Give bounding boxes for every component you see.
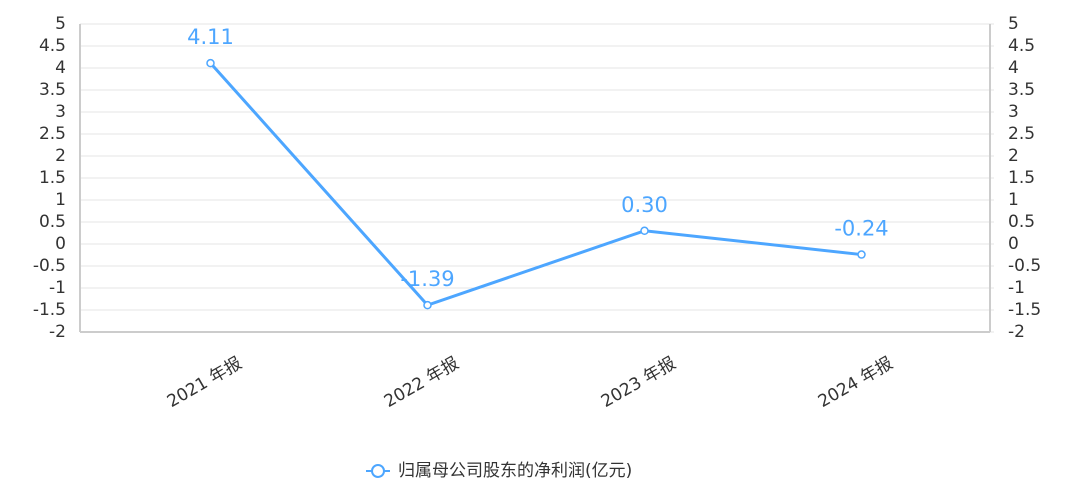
y2-tick-label: 4.5 bbox=[1008, 36, 1035, 56]
y2-tick-label: 0 bbox=[1008, 234, 1019, 254]
x-tick-label: 2024 年报 bbox=[815, 353, 897, 412]
line bbox=[209, 62, 862, 307]
y-tick-label: 0.5 bbox=[39, 212, 66, 232]
y2-tick-label: 2.5 bbox=[1008, 124, 1035, 144]
y-tick-label: 1.5 bbox=[39, 168, 66, 188]
legend-marker bbox=[371, 464, 385, 478]
y2-tick-label: 1 bbox=[1008, 190, 1019, 210]
x-tick-label: 2022 年报 bbox=[381, 353, 463, 412]
y-tick-label: -1.5 bbox=[33, 300, 66, 320]
y2-tick-label: -1 bbox=[1008, 278, 1025, 298]
y2-tick-label: 3 bbox=[1008, 102, 1019, 122]
value-label: -1.39 bbox=[400, 267, 454, 291]
y2-tick-label: 4 bbox=[1008, 58, 1019, 78]
x-tick-label: 2021 年报 bbox=[164, 353, 246, 412]
y-tick-label: 4.5 bbox=[39, 36, 66, 56]
y-tick-label: 2 bbox=[55, 146, 66, 166]
y2-tick-label: 3.5 bbox=[1008, 80, 1035, 100]
y-tick-label: 2.5 bbox=[39, 124, 66, 144]
y-tick-label: 4 bbox=[55, 58, 66, 78]
x-tick-label: 2023 年报 bbox=[598, 353, 680, 412]
point bbox=[857, 250, 866, 259]
y-tick-label: -2 bbox=[49, 322, 66, 342]
value-label: 4.11 bbox=[187, 25, 234, 49]
y-tick-label: 3 bbox=[55, 102, 66, 122]
y2-tick-label: 2 bbox=[1008, 146, 1019, 166]
y-tick-label: 5 bbox=[55, 14, 66, 34]
y-tick-label: 1 bbox=[55, 190, 66, 210]
point bbox=[423, 300, 432, 310]
legend-label: 归属母公司股东的净利润(亿元) bbox=[398, 461, 632, 481]
value-label: -0.24 bbox=[834, 217, 888, 241]
y2-tick-label: -0.5 bbox=[1008, 256, 1041, 276]
y-tick-label: 0 bbox=[55, 234, 66, 254]
y2-tick-label: 1.5 bbox=[1008, 168, 1035, 188]
value-label: 0.30 bbox=[621, 193, 668, 217]
y-tick-label: -0.5 bbox=[33, 256, 66, 276]
point bbox=[206, 58, 215, 68]
y2-tick-label: -1.5 bbox=[1008, 300, 1041, 320]
y-tick-label: 3.5 bbox=[39, 80, 66, 100]
point bbox=[640, 226, 649, 236]
y-tick-label: -1 bbox=[49, 278, 66, 298]
y2-tick-label: 0.5 bbox=[1008, 212, 1035, 232]
y2-tick-label: 5 bbox=[1008, 14, 1019, 34]
y2-tick-label: -2 bbox=[1008, 322, 1025, 342]
